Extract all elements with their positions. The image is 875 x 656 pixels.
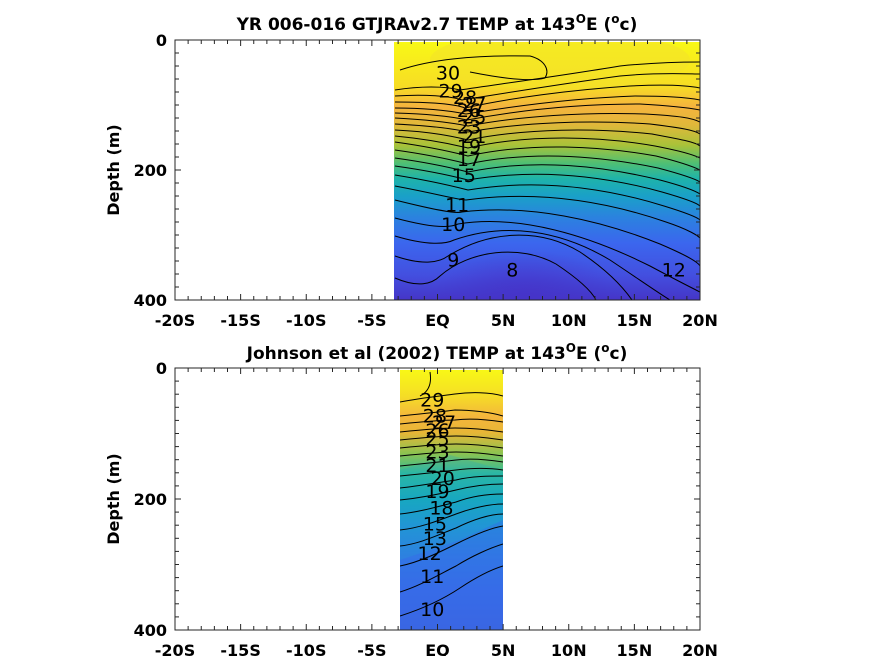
bottom-contour-label: 18 xyxy=(429,497,453,519)
top-x-tick-label: -5S xyxy=(357,311,386,330)
top-contour-label: 9 xyxy=(447,250,459,272)
top-contour-label: 23 xyxy=(457,116,481,138)
top-axis-ticks: -20S -15S -10S -5S EQ 5N 10N 15N 20N 0 200 400 xyxy=(134,31,718,330)
bottom-y-tick-label: 0 xyxy=(156,359,167,378)
top-x-tick-label: EQ xyxy=(425,311,450,330)
top-panel: YR 006-016 GTJRAv2.7 TEMP at 143OE (oc) xyxy=(104,12,718,330)
bottom-x-tick-label: 20N xyxy=(682,641,718,656)
top-contour-label: 21 xyxy=(462,126,486,148)
top-contour-label: 29 xyxy=(439,81,463,103)
bottom-contour-label: 26 xyxy=(425,420,449,442)
bottom-contour-label: 12 xyxy=(418,543,442,565)
top-contour-label: 8 xyxy=(506,259,518,281)
bottom-contour-label: 23 xyxy=(425,442,449,464)
top-x-tick-label: 5N xyxy=(491,311,516,330)
top-contour-label: 30 xyxy=(436,62,460,84)
top-contour-label: 26 xyxy=(457,100,481,122)
top-y-tick-label: 0 xyxy=(156,31,167,50)
bottom-axis-ticks: -20S -15S -10S -5S EQ 5N 10N 15N 20N 0 200 400 xyxy=(134,359,718,656)
bottom-contour-lines xyxy=(400,371,503,617)
top-contour-label: 12 xyxy=(662,259,686,281)
bottom-contour-label: 11 xyxy=(420,566,444,588)
bottom-x-tick-label: -10S xyxy=(286,641,326,656)
top-contour-label: 11 xyxy=(445,194,469,216)
top-panel-title: YR 006-016 GTJRAv2.7 TEMP at 143OE (oc) xyxy=(236,12,638,35)
top-x-tick-label: -20S xyxy=(155,311,195,330)
top-contour-label: 17 xyxy=(457,149,481,171)
bottom-x-tick-label: EQ xyxy=(425,641,450,656)
bottom-x-tick-label: -20S xyxy=(155,641,195,656)
bottom-contour-label: 25 xyxy=(425,429,449,451)
bottom-contour-label: 27 xyxy=(432,412,456,434)
top-x-tick-label: 20N xyxy=(682,311,718,330)
bottom-y-tick-label: 200 xyxy=(134,490,167,509)
bottom-x-tick-label: 10N xyxy=(551,641,587,656)
bottom-contour-label: 20 xyxy=(431,468,455,490)
top-x-tick-label: -15S xyxy=(220,311,260,330)
bottom-contour-label: 19 xyxy=(425,481,449,503)
top-contour-lines xyxy=(394,55,700,300)
top-contour-label: 15 xyxy=(452,165,476,187)
bottom-x-tick-label: -15S xyxy=(220,641,260,656)
bottom-contour-label: 15 xyxy=(423,514,447,536)
bottom-contour-label: 13 xyxy=(423,528,447,550)
bottom-y-axis-label: Depth (m) xyxy=(104,453,123,545)
bottom-panel: Johnson et al (2002) TEMP at 143OE (oc) xyxy=(104,341,718,656)
top-x-tick-label: 10N xyxy=(551,311,587,330)
top-y-axis-label: Depth (m) xyxy=(104,124,123,216)
bottom-contour-label: 10 xyxy=(420,599,444,621)
top-contour-label: 25 xyxy=(462,107,486,129)
top-contour-label: 19 xyxy=(457,136,481,158)
top-contour-label: 27 xyxy=(462,94,486,116)
bottom-x-tick-label: 5N xyxy=(491,641,516,656)
bottom-contour-label: 21 xyxy=(425,455,449,477)
bottom-contour-label: 29 xyxy=(420,389,444,411)
bottom-y-tick-label: 400 xyxy=(134,621,167,640)
bottom-contour-label: 28 xyxy=(423,406,447,428)
top-contour-label: 10 xyxy=(441,214,465,236)
top-x-tick-label: 15N xyxy=(617,311,653,330)
bottom-x-tick-label: -5S xyxy=(357,641,386,656)
top-y-tick-label: 200 xyxy=(134,161,167,180)
top-x-tick-label: -10S xyxy=(286,311,326,330)
top-y-tick-label: 400 xyxy=(134,291,167,310)
bottom-panel-title: Johnson et al (2002) TEMP at 143OE (oc) xyxy=(246,341,628,364)
bottom-x-tick-label: 15N xyxy=(617,641,653,656)
top-contour-label: 28 xyxy=(453,87,477,109)
